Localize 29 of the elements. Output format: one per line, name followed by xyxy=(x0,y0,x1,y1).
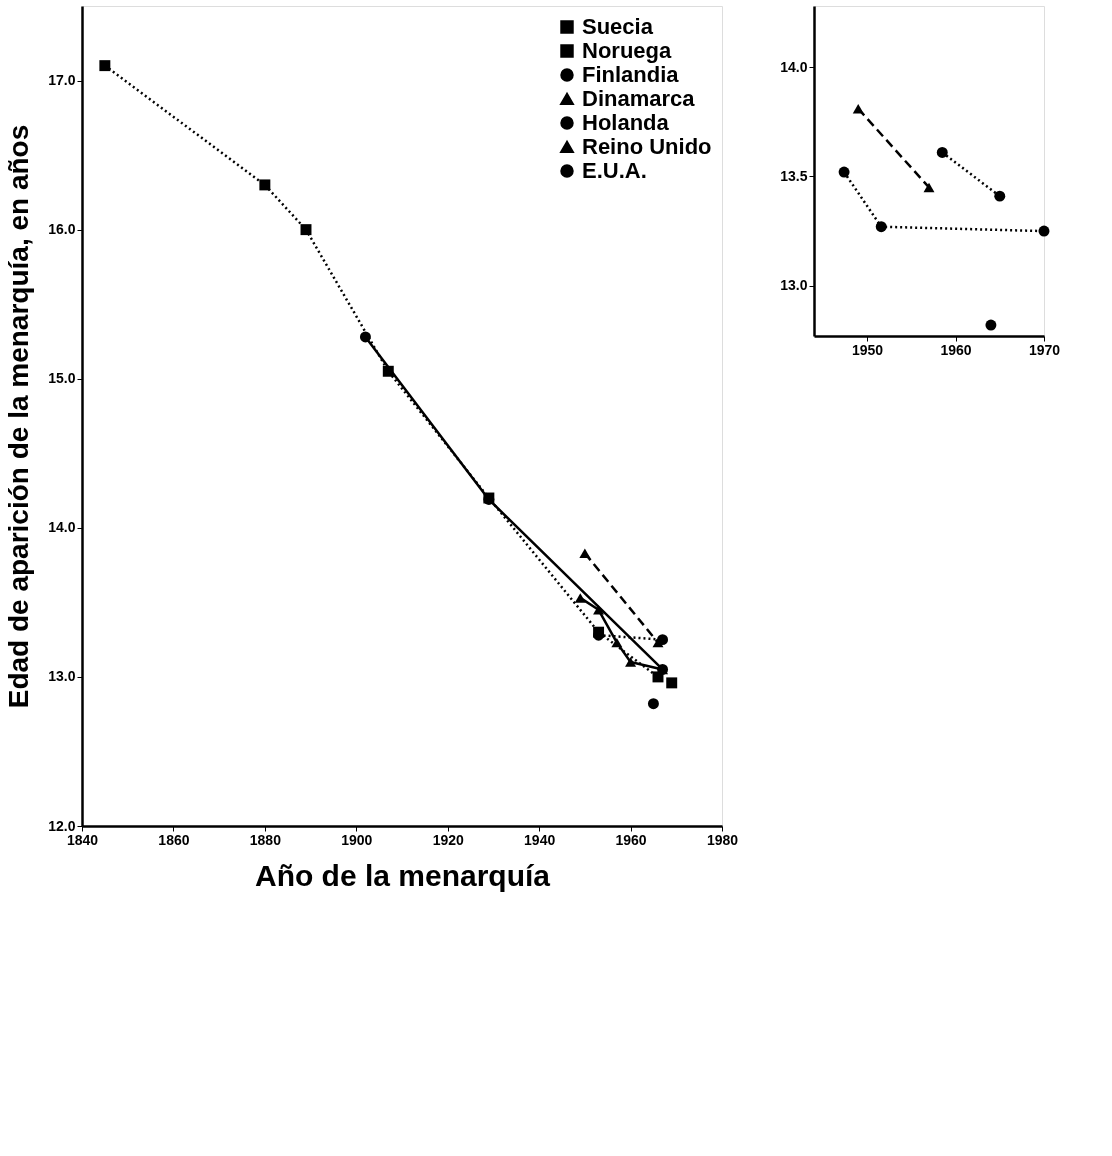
y-tick-label: 17.0 xyxy=(48,72,76,89)
x-tick-label: 1960 xyxy=(615,831,647,848)
legend-label: E.U.A. xyxy=(582,158,647,183)
y-tick-label: 13.0 xyxy=(780,277,808,294)
y-tick-label: 13.0 xyxy=(48,668,76,685)
x-tick-label: 1900 xyxy=(341,831,373,848)
x-tick-label: 1880 xyxy=(249,831,282,848)
x-tick-label: 1860 xyxy=(158,831,190,848)
y-tick-label: 14.0 xyxy=(48,519,76,536)
legend-label: Finlandia xyxy=(582,62,680,87)
legend-label: Reino Unido xyxy=(582,134,712,159)
legend-label: Noruega xyxy=(582,38,672,63)
y-tick-label: 14.0 xyxy=(780,58,808,75)
x-tick-label: 1950 xyxy=(852,341,884,358)
x-tick-label: 1980 xyxy=(706,831,739,848)
x-axis-title: Año de la menarquía xyxy=(254,858,551,892)
x-tick-label: 1960 xyxy=(940,341,972,358)
y-tick-label: 16.0 xyxy=(48,221,76,238)
legend-label: Holanda xyxy=(582,110,670,135)
legend-label: Suecia xyxy=(582,14,654,39)
legend-label: Dinamarca xyxy=(582,86,696,111)
x-tick-label: 1840 xyxy=(66,831,99,848)
y-axis-title: Edad de aparición de la menarquía, en años xyxy=(3,124,35,709)
x-tick-label: 1970 xyxy=(1028,341,1061,358)
y-tick-label: 15.0 xyxy=(48,370,76,387)
y-tick-label: 12.0 xyxy=(48,817,76,834)
y-tick-label: 13.5 xyxy=(780,167,808,184)
x-tick-label: 1940 xyxy=(524,831,556,848)
x-tick-label: 1920 xyxy=(432,831,464,848)
